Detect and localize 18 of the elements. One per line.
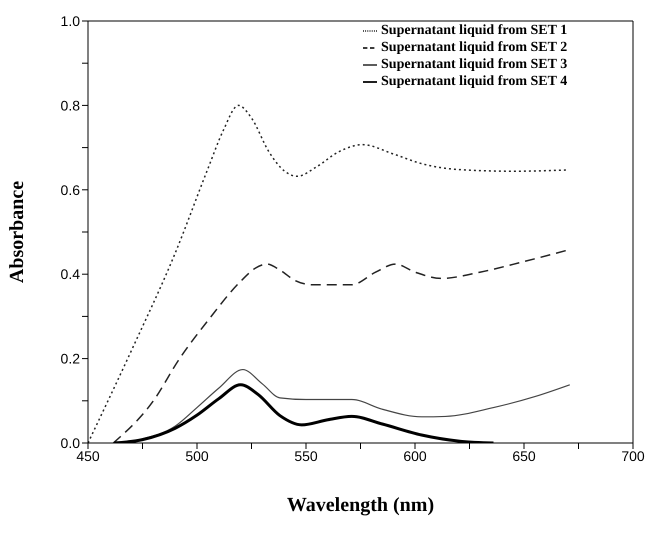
y-tick-label: 0.6 (60, 182, 80, 198)
legend-label: Supernatant liquid from SET 3 (381, 57, 568, 72)
y-tick-label: 1.0 (60, 12, 80, 29)
x-tick-label: 550 (294, 448, 318, 464)
x-tick-label: 600 (403, 448, 427, 464)
y-axis-title: Absorbance (6, 180, 28, 284)
legend-label: Supernatant liquid from SET 1 (381, 23, 568, 38)
x-tick-label: 700 (621, 448, 645, 464)
line-series (88, 104, 568, 443)
x-axis-title: Wavelength (nm) (286, 494, 434, 516)
x-tick-label: 500 (185, 448, 209, 464)
legend-label: Supernatant liquid from SET 4 (381, 74, 568, 89)
y-tick-label: 0.8 (60, 97, 80, 114)
legend-label: Supernatant liquid from SET 2 (381, 40, 568, 55)
line-series (112, 249, 568, 443)
y-tick-label: 0.2 (60, 350, 80, 367)
x-tick-label: 650 (512, 448, 536, 464)
y-tick-label: 0.4 (60, 266, 80, 282)
